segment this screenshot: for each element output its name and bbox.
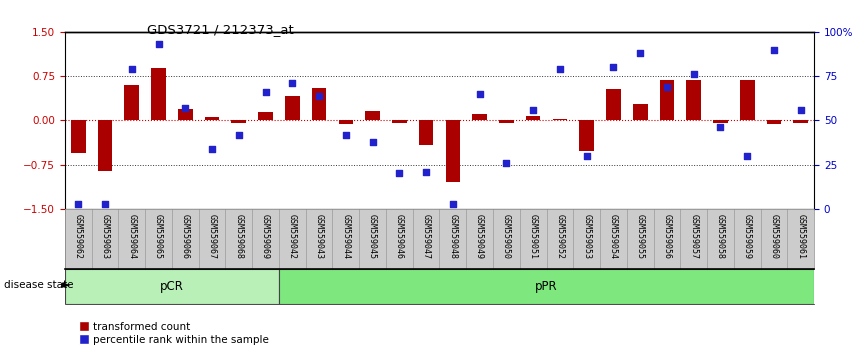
Point [98,201,112,206]
Bar [579,120,594,151]
Text: GSM559054: GSM559054 [609,214,617,259]
Text: ►: ► [62,280,71,290]
Bar [279,269,814,304]
Bar [713,120,727,123]
Point [365,139,379,144]
Bar [606,88,621,120]
Point [71,201,85,206]
Text: GSM559050: GSM559050 [502,214,511,259]
Bar [392,120,407,123]
Point [660,84,674,90]
Bar [285,96,300,120]
Bar [419,120,434,145]
Bar [499,120,514,123]
Bar [633,104,648,120]
Point [553,66,567,72]
Text: GSM559048: GSM559048 [449,214,457,259]
Text: GSM559055: GSM559055 [636,214,644,259]
Text: GSM559058: GSM559058 [716,214,725,259]
Point [767,47,781,52]
Text: GSM559047: GSM559047 [422,214,430,259]
Text: GSM559060: GSM559060 [769,214,779,259]
Bar [686,80,701,120]
Text: GSM559057: GSM559057 [689,214,698,259]
Text: GSM559065: GSM559065 [154,214,163,259]
Text: GSM559059: GSM559059 [743,214,752,259]
Bar [178,109,193,120]
Text: GSM559061: GSM559061 [796,214,805,259]
Bar [660,80,675,120]
Bar [125,85,139,120]
Point [312,93,326,98]
Bar [71,120,86,153]
Text: GDS3721 / 212373_at: GDS3721 / 212373_at [147,23,294,36]
Point [205,146,219,152]
Text: GSM559052: GSM559052 [555,214,565,259]
Bar [553,119,567,120]
Point [714,125,727,130]
Point [740,153,754,159]
Text: GSM559051: GSM559051 [528,214,538,259]
Text: GSM559046: GSM559046 [395,214,404,259]
Point [152,41,165,47]
Text: GSM559064: GSM559064 [127,214,136,259]
Point [606,64,620,70]
Bar [98,120,113,171]
Bar [766,120,781,125]
Text: GSM559067: GSM559067 [208,214,216,259]
Point [446,201,460,206]
Bar [231,120,246,123]
Text: GSM559042: GSM559042 [288,214,297,259]
Text: GSM559068: GSM559068 [235,214,243,259]
Bar [793,120,808,123]
Text: GSM559044: GSM559044 [341,214,351,259]
Point [500,160,514,166]
Point [392,171,406,176]
Point [579,153,593,159]
Text: GSM559043: GSM559043 [314,214,324,259]
Bar [339,120,353,125]
Point [178,105,192,111]
Point [527,107,540,113]
Point [339,132,352,137]
Bar [472,114,487,120]
Bar [526,116,540,120]
Bar [65,269,279,304]
Point [473,91,487,97]
Bar [365,111,380,120]
Point [794,107,808,113]
Bar [312,88,326,120]
Text: GSM559056: GSM559056 [662,214,671,259]
Point [259,89,273,95]
Bar [445,120,460,182]
Point [125,66,139,72]
Point [286,80,300,86]
Bar [204,118,219,120]
Text: GSM559066: GSM559066 [181,214,190,259]
Point [633,50,647,56]
Text: GSM559045: GSM559045 [368,214,377,259]
Point [232,132,246,137]
Bar [740,80,754,120]
Point [687,72,701,77]
Text: pCR: pCR [160,280,184,293]
Bar [152,68,166,120]
Bar [258,112,273,120]
Text: GSM559062: GSM559062 [74,214,83,259]
Text: pPR: pPR [535,280,558,293]
Text: GSM559049: GSM559049 [475,214,484,259]
Text: disease state: disease state [4,280,74,290]
Text: GSM559069: GSM559069 [262,214,270,259]
Point [419,169,433,175]
Text: GSM559053: GSM559053 [582,214,591,259]
Legend: transformed count, percentile rank within the sample: transformed count, percentile rank withi… [74,317,274,349]
Text: GSM559063: GSM559063 [100,214,110,259]
